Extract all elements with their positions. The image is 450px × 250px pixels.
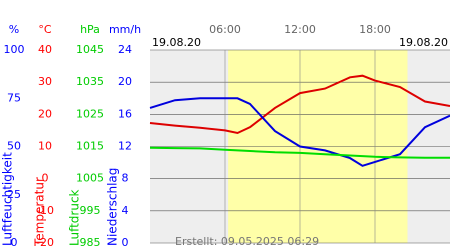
- y-tick-label: 985: [80, 236, 101, 249]
- axis-unit: hPa: [80, 23, 100, 36]
- y-tick-label: 0: [122, 236, 129, 249]
- y-tick-label: 24: [118, 43, 132, 56]
- series-line: [149, 74, 450, 135]
- date-label: 19.08.20: [399, 36, 448, 49]
- y-tick-label: 1015: [76, 140, 104, 153]
- x-tick-label: 12:00: [284, 23, 316, 36]
- y-tick-label: 995: [80, 204, 101, 217]
- axis-title: Luftdruck: [68, 189, 82, 246]
- axis-title: Luftfeuchtigkeit: [1, 152, 15, 246]
- date-label: 19.08.20: [152, 36, 201, 49]
- y-tick-label: 75: [7, 91, 21, 104]
- y-tick-label: 12: [118, 140, 132, 153]
- y-tick-label: 1025: [76, 107, 104, 120]
- y-tick-label: 8: [122, 172, 129, 185]
- y-tick-label: 25: [7, 188, 21, 201]
- footer: Erstellt: 09.05.2025 06:29: [175, 235, 319, 248]
- y-tick-label: 10: [38, 140, 52, 153]
- y-tick-label: 0: [11, 236, 18, 249]
- y-tick-label: 1035: [76, 75, 104, 88]
- y-tick-label: 20: [118, 75, 132, 88]
- x-tick-label: 06:00: [209, 23, 241, 36]
- y-tick-label: 100: [4, 43, 25, 56]
- y-tick-label: 40: [38, 43, 52, 56]
- axis-unit: mm/h: [109, 23, 141, 36]
- axis-title: Niederschlag: [106, 168, 120, 246]
- y-tick-label: 16: [118, 107, 132, 120]
- axis-title: Temperatur: [33, 177, 47, 247]
- axis-unit: %: [9, 23, 19, 36]
- y-tick-label: 0: [42, 172, 49, 185]
- series-line: [149, 146, 450, 159]
- y-tick-label: 50: [7, 140, 21, 153]
- y-tick-label: 1005: [76, 172, 104, 185]
- x-tick-label: 18:00: [359, 23, 391, 36]
- y-tick-label: 30: [38, 75, 52, 88]
- y-tick-label: 4: [122, 204, 129, 217]
- axis-unit: °C: [38, 23, 52, 36]
- y-tick-label: -20: [36, 236, 54, 249]
- y-tick-label: 20: [38, 107, 52, 120]
- y-tick-label: -10: [36, 204, 54, 217]
- y-tick-label: 1045: [76, 43, 104, 56]
